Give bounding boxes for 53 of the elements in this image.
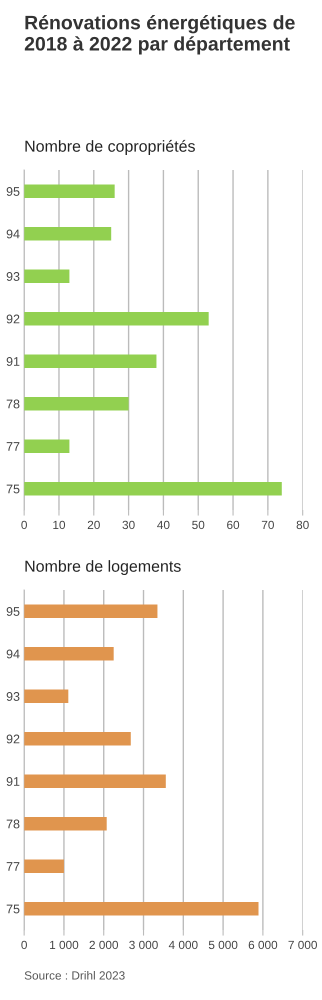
y-tick-label: 92	[6, 314, 20, 324]
x-tick-label: 60	[227, 520, 240, 530]
bar	[24, 604, 158, 618]
y-tick-label: 93	[6, 272, 20, 281]
chart-title: Rénovations énergétiques de 2018 à 2022 par département	[24, 15, 295, 55]
x-tick-label: 6 000	[248, 940, 278, 950]
source-note: Source : Drihl 2023	[24, 970, 125, 980]
x-tick-label: 80	[296, 520, 309, 530]
bar	[24, 354, 156, 368]
x-tick-label: 0	[21, 520, 27, 530]
bar	[24, 646, 114, 661]
x-tick-label: 5 000	[208, 940, 238, 950]
y-tick-label: 78	[6, 400, 20, 408]
bar	[24, 689, 68, 704]
y-tick-label: 92	[6, 734, 20, 744]
x-tick-label: 40	[157, 520, 170, 530]
y-tick-label: 95	[6, 607, 20, 616]
y-tick-label: 94	[6, 650, 20, 658]
x-tick-label: 7 000	[288, 940, 317, 950]
bar	[24, 482, 282, 496]
x-tick-label: 2 000	[90, 940, 118, 950]
x-tick-label: 1 000	[50, 940, 78, 950]
y-tick-label: 75	[6, 484, 20, 494]
chart-subtitle: Nombre de copropriétés	[25, 140, 195, 155]
bar	[24, 312, 209, 326]
x-tick-label: 3 000	[129, 940, 158, 950]
y-tick-label: 77	[6, 442, 20, 451]
bar	[24, 396, 129, 411]
x-tick-label: 20	[88, 520, 100, 530]
x-tick-label: 0	[21, 940, 27, 950]
bar	[24, 439, 70, 454]
bar	[24, 816, 107, 831]
x-tick-label: 70	[262, 520, 274, 530]
y-tick-label: 95	[6, 187, 20, 196]
bar	[24, 184, 115, 198]
bar	[24, 226, 112, 241]
y-tick-label: 91	[6, 357, 20, 366]
chart-subtitle: Nombre de logements	[25, 560, 181, 575]
y-tick-label: 94	[6, 230, 20, 238]
y-tick-label: 91	[6, 777, 20, 786]
y-tick-label: 75	[6, 904, 20, 914]
bar	[24, 269, 70, 284]
y-tick-label: 78	[6, 820, 20, 828]
y-tick-label: 93	[6, 692, 20, 701]
x-tick-label: 30	[122, 520, 135, 530]
x-tick-label: 50	[192, 520, 204, 530]
bar	[24, 859, 64, 874]
x-tick-label: 4 000	[168, 940, 198, 950]
bar	[24, 774, 166, 788]
x-tick-label: 10	[53, 520, 66, 530]
bar	[24, 902, 259, 916]
bar	[24, 732, 131, 746]
y-tick-label: 77	[6, 862, 20, 871]
